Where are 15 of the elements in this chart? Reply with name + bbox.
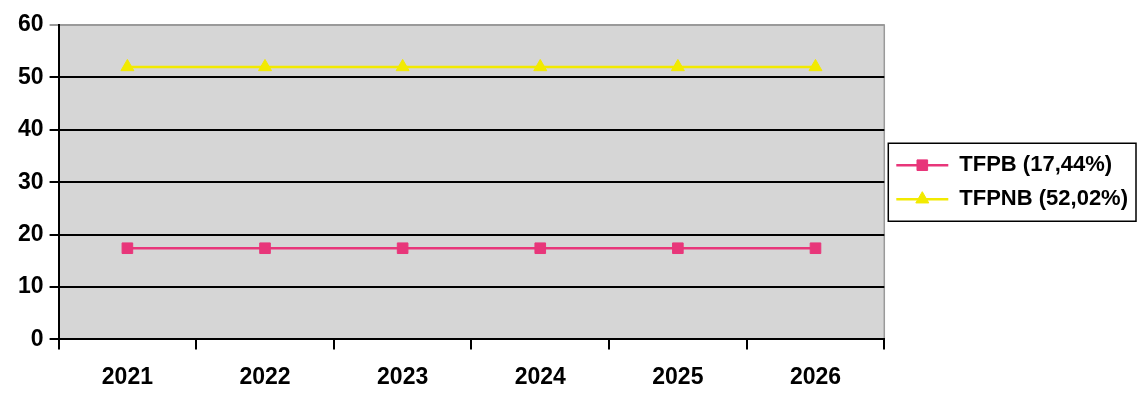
y-tick-label: 20 (17, 219, 44, 246)
y-tick-label: 50 (17, 62, 44, 89)
legend-label: TFPB (17,44%) (959, 151, 1113, 177)
legend-label: TFPNB (52,02%) (959, 185, 1129, 211)
x-tick-label: 2022 (239, 362, 291, 389)
y-tick-label: 60 (17, 10, 44, 37)
y-tick-label: 10 (17, 272, 44, 299)
y-tick-label: 40 (17, 115, 44, 142)
x-tick-label: 2026 (789, 362, 842, 389)
y-tick-label: 0 (30, 324, 44, 351)
x-tick-label: 2024 (514, 362, 567, 389)
x-tick-label: 2021 (101, 362, 154, 389)
y-tick-label: 30 (17, 167, 44, 194)
x-tick-label: 2023 (377, 362, 429, 389)
x-tick-label: 2025 (652, 362, 704, 389)
